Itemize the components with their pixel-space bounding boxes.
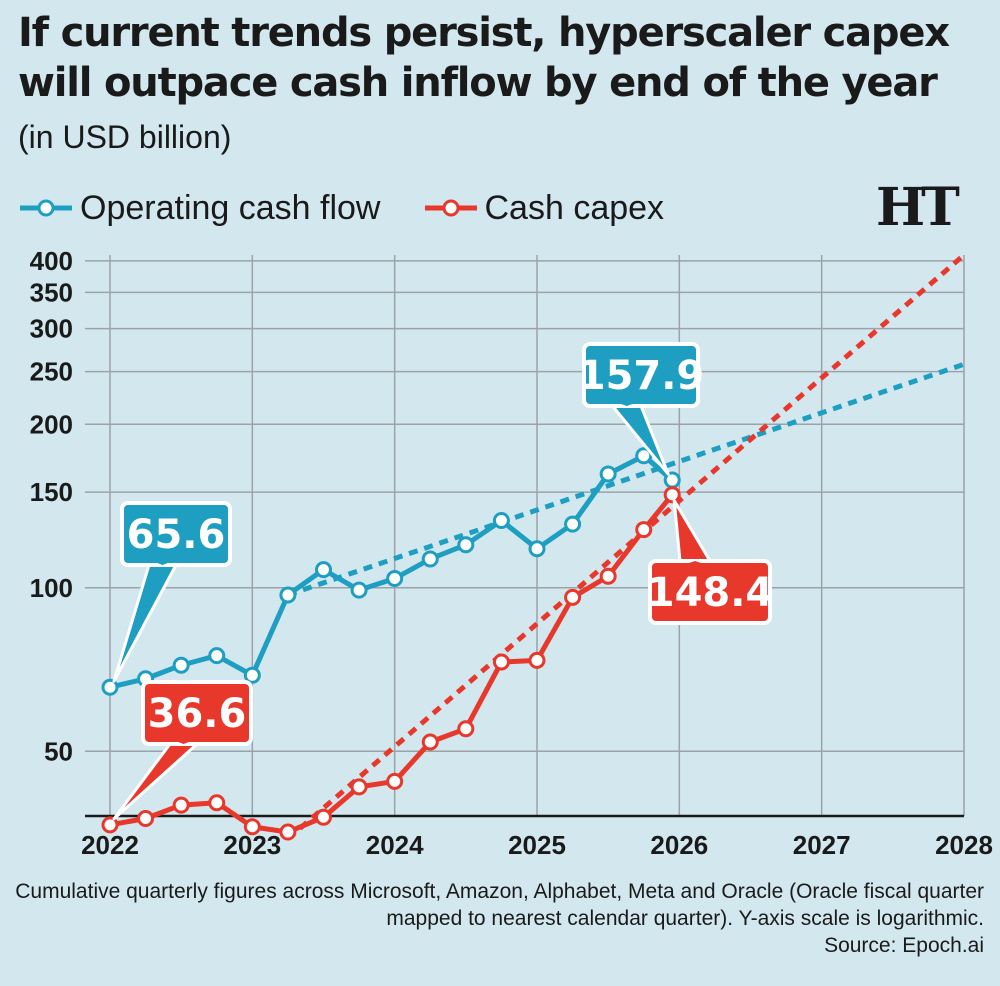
data-point-cash-capex-16: [663, 486, 681, 504]
callout-ocf-start-pointer: [112, 563, 178, 683]
chart-title: If current trends persist, hyperscaler c…: [18, 10, 950, 106]
y-tick-label-350: 350: [30, 277, 73, 307]
x-tick-label-2028: 2028: [935, 830, 993, 860]
legend-swatch-cash-capex: [424, 199, 477, 217]
data-point-cash-capex-5: [279, 823, 297, 841]
y-tick-label-250: 250: [30, 357, 73, 387]
data-point-cash-capex-13: [564, 588, 582, 606]
data-point-operating-cash-flow-0: [101, 678, 119, 696]
trend-line-operating-cash-flow: [287, 361, 965, 598]
footer: Cumulative quarterly figures across Micr…: [4, 878, 984, 959]
data-point-cash-capex-11: [492, 653, 510, 671]
x-tick-label-2027: 2027: [793, 830, 851, 860]
data-point-operating-cash-flow-9: [421, 550, 439, 568]
legend-label-operating-cash-flow: Operating cash flow: [80, 189, 381, 227]
data-point-operating-cash-flow-14: [599, 465, 617, 483]
y-tick-label-50: 50: [44, 736, 73, 766]
callout-capex-end-box: [648, 559, 772, 625]
data-point-cash-capex-2: [172, 796, 190, 814]
legend-label-cash-capex: Cash capex: [484, 189, 665, 227]
data-point-operating-cash-flow-6: [315, 561, 332, 579]
callout-ocf-end-pointer: [611, 404, 670, 476]
data-point-operating-cash-flow-11: [492, 512, 510, 530]
legend: Operating cash flow Cash capex: [18, 186, 664, 230]
legend-swatch-operating-cash-flow: [20, 199, 72, 217]
callout-capex-start-box: [141, 680, 253, 746]
data-point-operating-cash-flow-10: [457, 536, 475, 554]
legend-item-cash-capex: Cash capex: [423, 186, 665, 230]
data-point-cash-capex-8: [386, 772, 404, 790]
ht-logo: HT: [876, 177, 960, 238]
callout-ocf-start-label: 65.6: [127, 512, 226, 558]
data-point-operating-cash-flow-13: [564, 515, 582, 533]
data-point-cash-capex-7: [350, 778, 368, 796]
data-point-cash-capex-9: [421, 733, 439, 751]
data-point-operating-cash-flow-2: [172, 656, 190, 674]
y-tick-label-100: 100: [30, 573, 73, 603]
data-point-cash-capex-4: [243, 818, 261, 836]
chart-plot: 2022 2023 2024 2025 2026 2027 2028501001502002…: [30, 246, 993, 860]
callout-ocf-start-box: [120, 501, 232, 567]
data-point-operating-cash-flow-5: [279, 586, 297, 604]
data-point-operating-cash-flow-15: [635, 447, 653, 465]
data-point-cash-capex-1: [137, 809, 155, 827]
callout-capex-start-label: 36.6: [148, 691, 247, 737]
y-tick-label-150: 150: [30, 477, 73, 507]
data-point-cash-capex-14: [599, 567, 617, 585]
callout-capex-end-pointer: [672, 499, 712, 563]
callout-ocf-end-box: [582, 342, 700, 408]
data-point-cash-capex-0: [101, 816, 119, 834]
trend-line-cash-capex: [286, 253, 966, 841]
y-tick-label-400: 400: [30, 246, 73, 276]
data-point-operating-cash-flow-12: [528, 540, 546, 558]
data-point-cash-capex-15: [635, 521, 653, 539]
chart-subtitle: (in USD billion): [18, 119, 232, 155]
data-point-operating-cash-flow-3: [208, 647, 226, 665]
legend-item-operating-cash-flow: Operating cash flow: [18, 186, 381, 230]
data-point-cash-capex-3: [208, 794, 226, 812]
data-point-operating-cash-flow-4: [243, 666, 261, 684]
callout-capex-end-label: 148.4: [647, 570, 774, 616]
callout-ocf-start-seam: [152, 561, 173, 565]
callout-capex-start-seam: [173, 740, 194, 744]
x-tick-label-2026: 2026: [650, 830, 708, 860]
footer-note: Cumulative quarterly figures across Micr…: [15, 880, 984, 930]
callout-capex-end-seam: [683, 561, 707, 565]
x-tick-label-2025: 2025: [508, 830, 566, 860]
y-tick-label-200: 200: [30, 409, 73, 439]
data-point-cash-capex-12: [528, 651, 546, 669]
source-credit: Source: Epoch.ai: [824, 934, 984, 957]
x-tick-label-2024: 2024: [366, 830, 424, 860]
x-tick-label-2022: 2022: [81, 830, 139, 860]
callout-ocf-end-label: 157.9: [578, 353, 705, 399]
data-point-cash-capex-10: [457, 720, 475, 738]
data-point-operating-cash-flow-7: [350, 581, 368, 599]
y-tick-label-300: 300: [30, 314, 73, 344]
callout-ocf-end-seam: [615, 402, 638, 406]
data-point-operating-cash-flow-8: [386, 570, 404, 588]
data-point-cash-capex-6: [315, 808, 332, 826]
